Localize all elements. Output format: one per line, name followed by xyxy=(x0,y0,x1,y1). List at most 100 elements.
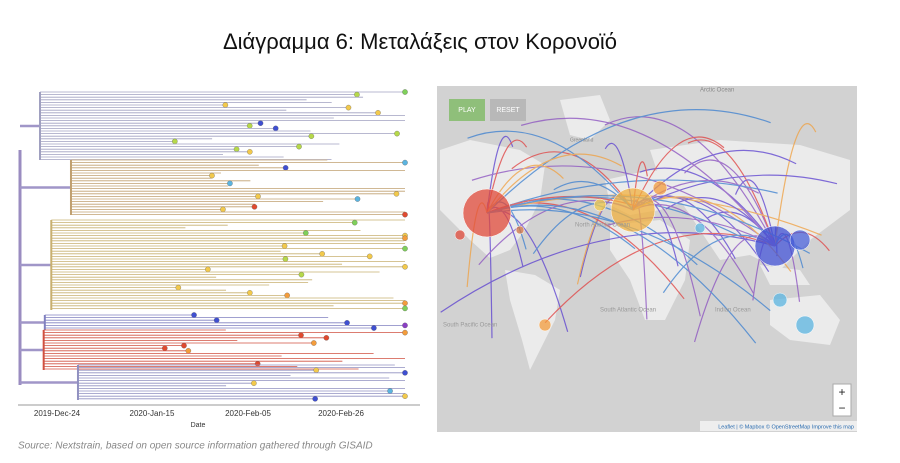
tip xyxy=(402,300,408,306)
map-label: South Pacific Ocean xyxy=(443,323,497,329)
arc xyxy=(604,116,776,247)
tip xyxy=(323,335,330,341)
tip xyxy=(402,264,408,270)
arc xyxy=(687,139,776,247)
arc xyxy=(684,159,776,247)
tip xyxy=(254,361,261,367)
tip xyxy=(284,292,290,299)
tip xyxy=(402,322,408,329)
tip xyxy=(375,110,381,116)
arc xyxy=(632,174,838,211)
location-bubble xyxy=(789,229,811,251)
tip xyxy=(345,104,352,111)
tip xyxy=(220,206,226,213)
tip xyxy=(312,396,318,402)
tip xyxy=(281,243,288,249)
arc xyxy=(632,149,797,211)
tip xyxy=(272,125,279,132)
tip xyxy=(257,120,264,126)
tip xyxy=(172,138,178,145)
map-label: Indian Ocean xyxy=(715,308,751,314)
tip xyxy=(313,367,319,373)
attribution: Leaflet | © Mapbox © OpenStreetMap Impro… xyxy=(718,423,854,430)
location-bubble xyxy=(694,222,706,234)
arc xyxy=(774,123,817,247)
axis-label: 2020-Jan-15 xyxy=(130,409,175,418)
tip xyxy=(402,245,408,252)
tip xyxy=(402,393,408,399)
tip xyxy=(311,340,317,346)
location-bubble xyxy=(515,225,525,235)
tip xyxy=(209,172,215,179)
tip xyxy=(402,211,408,218)
location-bubble xyxy=(462,188,512,238)
tip xyxy=(185,348,192,354)
tip xyxy=(402,159,408,166)
tip xyxy=(298,271,305,278)
zoom-in[interactable]: + xyxy=(838,385,845,399)
tip xyxy=(402,329,408,336)
arc xyxy=(632,136,725,211)
tip xyxy=(296,143,302,150)
tip xyxy=(366,253,373,260)
tip xyxy=(344,320,350,326)
location-bubble xyxy=(754,225,796,267)
tip xyxy=(319,251,325,257)
tip xyxy=(402,235,408,241)
location-bubble xyxy=(538,318,552,332)
axis-title: Date xyxy=(191,422,206,429)
tip xyxy=(387,388,393,394)
source-note: Source: Nextstrain, based on open source… xyxy=(18,441,373,452)
tip xyxy=(162,345,168,351)
reset-button[interactable] xyxy=(490,99,526,121)
tip xyxy=(282,165,289,171)
tip xyxy=(213,317,220,323)
tip xyxy=(205,266,211,273)
map-label: South Atlantic Ocean xyxy=(600,308,656,314)
arc xyxy=(486,153,622,214)
map-label: Greenland xyxy=(570,137,594,143)
tip xyxy=(351,219,358,226)
reset-button-label[interactable]: RESET xyxy=(496,107,520,114)
tip xyxy=(394,130,400,137)
tip xyxy=(402,89,408,95)
tip xyxy=(393,191,400,197)
play-button-label[interactable]: PLAY xyxy=(458,107,476,114)
axis-label: 2020-Feb-05 xyxy=(225,409,271,418)
axis-label: 2020-Feb-26 xyxy=(318,409,364,418)
arc xyxy=(520,117,776,247)
axis-label: 2019-Dec-24 xyxy=(34,409,81,418)
play-button[interactable] xyxy=(449,99,485,121)
tip xyxy=(227,180,233,187)
location-bubble xyxy=(795,315,815,335)
arc xyxy=(467,130,634,211)
tip xyxy=(251,204,258,210)
tip xyxy=(181,342,187,349)
tip xyxy=(371,325,377,331)
tip xyxy=(282,256,289,262)
phylogenetic-tree xyxy=(18,89,408,402)
tip xyxy=(354,196,361,202)
location-bubble xyxy=(454,229,466,241)
tip xyxy=(175,284,182,291)
location-bubble xyxy=(593,198,607,212)
zoom-out[interactable]: − xyxy=(838,401,845,415)
tip xyxy=(255,193,261,200)
location-bubble xyxy=(610,187,656,233)
map: PLAY RESET Arctic Ocean Greenland North … xyxy=(437,86,857,432)
title: Διάγραμμα 6: Μεταλάξεις στον Κορονοϊό xyxy=(223,29,617,54)
tip xyxy=(233,146,240,152)
tip xyxy=(247,290,253,296)
arc xyxy=(486,109,771,214)
zoom-control xyxy=(832,383,852,417)
location-bubbles xyxy=(454,180,815,335)
location-bubble xyxy=(652,180,668,196)
tip xyxy=(308,133,315,139)
map-label: North Atlantic Ocean xyxy=(575,223,630,229)
location-bubble xyxy=(772,292,788,308)
tip xyxy=(247,149,253,155)
arc xyxy=(544,232,776,324)
tip xyxy=(402,370,408,376)
